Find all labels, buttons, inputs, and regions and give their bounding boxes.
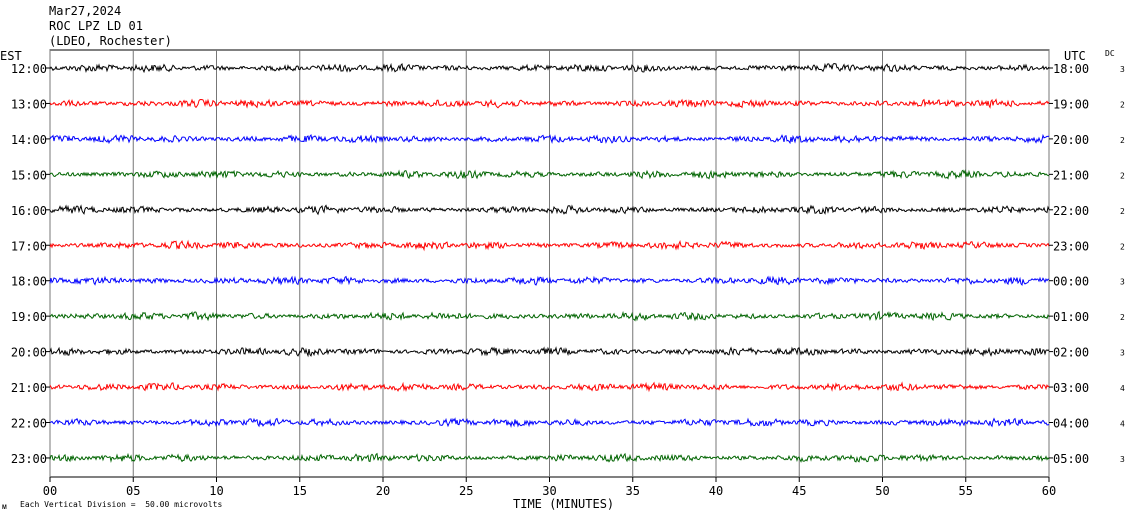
x-tick-label: 35 <box>626 484 640 498</box>
utc-hour-label: 04:00 <box>1053 417 1089 431</box>
est-hour-label: 14:00 <box>11 133 47 147</box>
utc-hour-label: 20:00 <box>1053 133 1089 147</box>
trace-row-2000 <box>49 346 1050 358</box>
x-tick-label: 05 <box>126 484 140 498</box>
dc-offset-value: 2 <box>1120 313 1125 322</box>
utc-hour-label: 21:00 <box>1053 168 1089 182</box>
est-hour-label: 16:00 <box>11 204 47 218</box>
est-hour-label: 21:00 <box>11 381 47 395</box>
est-hour-label: 19:00 <box>11 310 47 324</box>
dc-offset-value: 2 <box>1120 100 1125 109</box>
row-labels: 00 05 10 15 20 25 30 35 40 45 50 55 60 12:00 18:00 3 13:… <box>11 62 1125 498</box>
dc-column-label: DC <box>1105 49 1115 58</box>
scale-note: Each Vertical Division = 50.00 microvolt… <box>20 500 223 509</box>
est-hour-label: 17:00 <box>11 239 47 253</box>
utc-hour-label: 18:00 <box>1053 62 1089 76</box>
utc-hour-label: 23:00 <box>1053 239 1089 253</box>
utc-hour-label: 00:00 <box>1053 275 1089 289</box>
x-tick-label: 15 <box>293 484 307 498</box>
network-name: (LDEO, Rochester) <box>49 34 172 48</box>
seismogram-traces <box>49 62 1050 464</box>
dc-offset-value: 2 <box>1120 207 1125 216</box>
right-timezone-label: UTC <box>1064 49 1086 63</box>
x-axis-title: TIME (MINUTES) <box>513 497 615 511</box>
trace-row-1800 <box>49 275 1050 286</box>
plot-date: Mar27,2024 <box>49 4 122 18</box>
plot-grid <box>49 49 1050 482</box>
utc-hour-label: 01:00 <box>1053 310 1089 324</box>
utc-hour-label: 03:00 <box>1053 381 1089 395</box>
dc-offset-value: 2 <box>1120 242 1125 251</box>
x-tick-label: 10 <box>209 484 223 498</box>
x-tick-label: 60 <box>1042 484 1056 498</box>
dc-offset-value: 3 <box>1120 349 1125 358</box>
est-hour-label: 18:00 <box>11 275 47 289</box>
trace-row-2200 <box>49 417 1050 428</box>
dc-offset-value: 2 <box>1120 136 1125 145</box>
x-tick-label: 45 <box>792 484 806 498</box>
x-tick-label: 55 <box>959 484 973 498</box>
trace-row-1400 <box>49 133 1050 145</box>
est-hour-label: 15:00 <box>11 168 47 182</box>
trace-row-1700 <box>49 239 1050 252</box>
x-tick-label: 00 <box>43 484 57 498</box>
trace-row-1900 <box>49 310 1050 322</box>
x-tick-label: 25 <box>459 484 473 498</box>
dc-offset-value: 3 <box>1120 278 1125 287</box>
left-timezone-label: EST <box>0 49 22 63</box>
utc-hour-label: 02:00 <box>1053 346 1089 360</box>
dc-offset-value: 4 <box>1120 384 1125 393</box>
trace-row-1500 <box>49 169 1050 180</box>
x-tick-label: 50 <box>875 484 889 498</box>
utc-hour-label: 05:00 <box>1053 452 1089 466</box>
est-hour-label: 23:00 <box>11 452 47 466</box>
dc-offset-value: 3 <box>1120 455 1125 464</box>
trace-row-1200 <box>49 62 1050 74</box>
x-tick-label: 20 <box>376 484 390 498</box>
trace-row-1600 <box>49 204 1050 216</box>
station-code: ROC LPZ LD 01 <box>49 19 143 33</box>
trace-row-2100 <box>49 381 1050 393</box>
est-hour-label: 13:00 <box>11 97 47 111</box>
utc-hour-label: 22:00 <box>1053 204 1089 218</box>
est-hour-label: 12:00 <box>11 62 47 76</box>
utc-hour-label: 19:00 <box>1053 97 1089 111</box>
x-tick-label: 40 <box>709 484 723 498</box>
trace-row-2300 <box>49 452 1050 464</box>
x-tick-label: 30 <box>542 484 556 498</box>
dc-offset-value: 2 <box>1120 171 1125 180</box>
corner-mark: ᴍ <box>2 502 7 511</box>
dc-offset-value: 4 <box>1120 420 1125 429</box>
est-hour-label: 22:00 <box>11 417 47 431</box>
est-hour-label: 20:00 <box>11 346 47 360</box>
dc-offset-value: 3 <box>1120 65 1125 74</box>
trace-row-1300 <box>49 98 1050 109</box>
